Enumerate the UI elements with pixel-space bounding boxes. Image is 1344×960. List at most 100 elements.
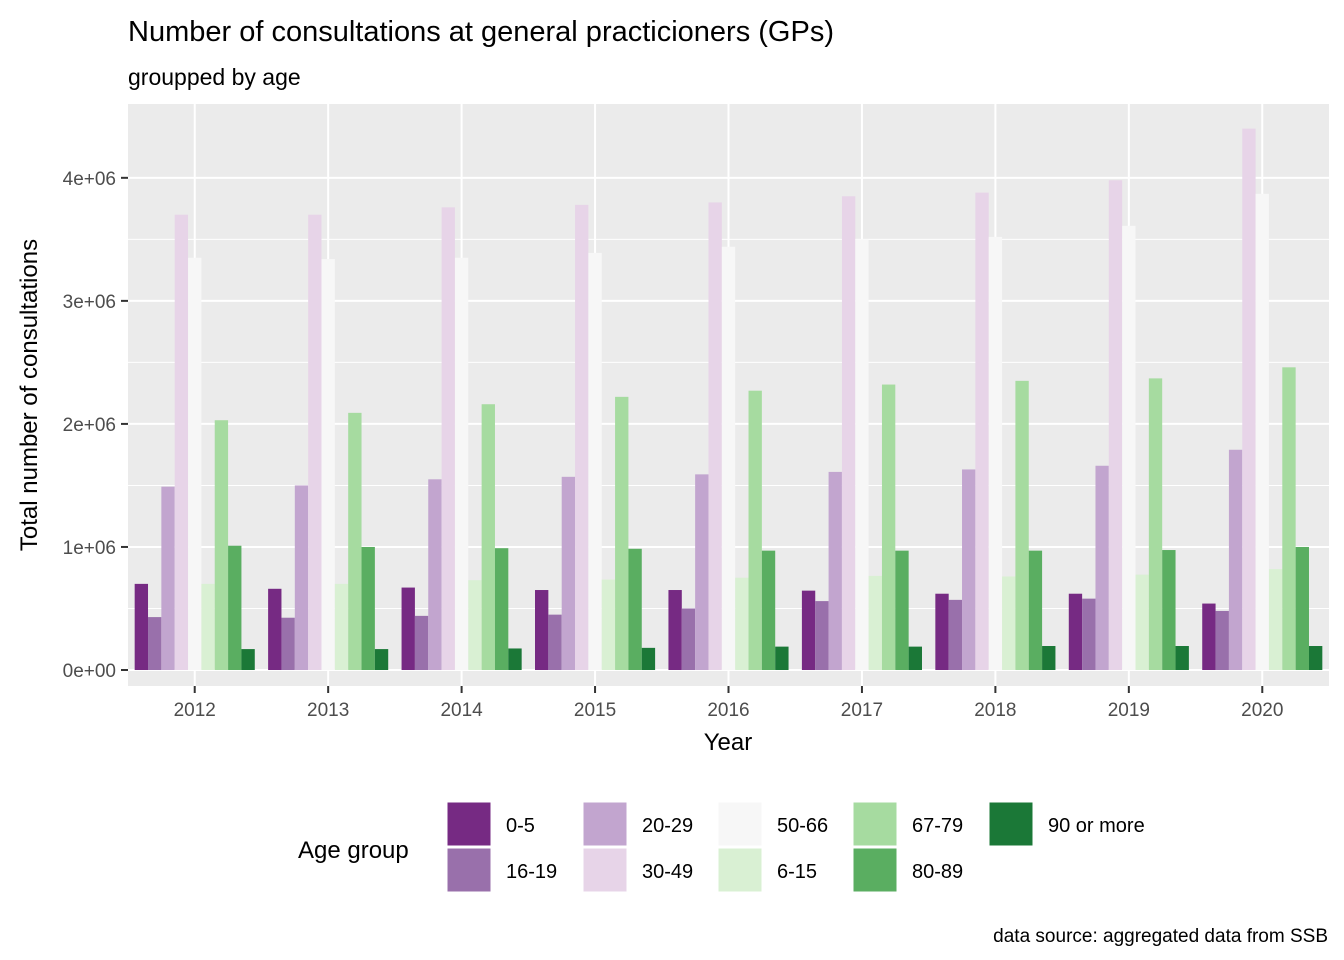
legend-label: 0-5 [506,815,535,837]
bar [1282,367,1296,671]
bar [1108,180,1123,671]
y-tick-label: 3e+06 [63,292,116,313]
bar [1015,380,1029,671]
bar [895,550,909,671]
bar [374,649,389,671]
bar [1295,546,1309,671]
caption: data source: aggregated data from SSB [993,926,1328,947]
bar [1148,378,1163,671]
bar [828,471,842,671]
x-tick-label: 2018 [974,700,1016,721]
bar [575,204,589,671]
bar [308,214,322,671]
bar [174,214,189,671]
bar [935,593,949,671]
x-tick-label: 2015 [574,700,616,721]
bar [1268,569,1283,671]
bar [735,577,749,671]
bar [1122,225,1136,671]
bar [134,583,149,671]
bar [348,412,362,671]
bar [855,239,869,671]
bar [148,617,162,671]
bar [815,601,829,671]
chart-title: Number of consultations at general pract… [128,16,834,48]
bar [481,404,495,671]
bar [201,583,215,671]
bar [615,396,629,671]
bar [321,259,335,671]
x-axis: 2012 2013 2014 2015 2016 2017 2018 2019 2020 [174,686,1283,721]
bar [334,583,349,671]
bar [721,246,736,671]
bars [134,128,1323,671]
x-tick-label: 2017 [841,700,883,721]
y-tick-label: 4e+06 [63,169,116,190]
bar [641,647,656,671]
bar [401,587,415,671]
bar [601,579,616,671]
bar [361,546,375,671]
chart-subtitle: groupped by age [128,64,301,90]
legend-label: 20-29 [642,815,693,837]
y-tick-label: 2e+06 [63,415,116,436]
bar [535,590,549,671]
legend-swatch [717,801,763,847]
x-tick-label: 2019 [1108,700,1150,721]
legend-label: 80-89 [912,861,963,883]
legend-label: 50-66 [777,815,828,837]
bar [428,479,442,671]
bar [708,202,722,671]
bar [1068,593,1083,671]
bar [241,649,255,671]
legend-swatch [852,801,898,847]
bar [1228,449,1243,671]
bar [441,207,455,671]
bar [975,192,989,671]
bar [1042,646,1056,671]
bar [1255,193,1269,671]
bar [454,257,469,671]
bar [881,384,896,671]
bar [1162,550,1176,671]
legend-swatch [446,801,492,847]
legend-swatch [852,847,898,893]
bar [948,599,963,671]
bar [161,486,175,671]
bar [548,614,562,671]
bar [1095,465,1109,671]
bar [1135,574,1149,671]
y-tick-label: 0e+00 [63,661,116,682]
bar [668,590,682,671]
legend-swatch [717,847,763,893]
bar [1175,646,1189,671]
bar [775,646,789,671]
bar [1002,576,1016,671]
x-tick-label: 2013 [307,700,349,721]
bar [962,469,976,671]
legend-title: Age group [298,837,409,864]
bar [294,485,309,671]
bar [801,590,816,671]
y-axis-label: Total number of consultations [16,239,43,551]
legend-label: 6-15 [777,861,817,883]
x-tick-label: 2014 [440,700,483,721]
legend-swatch [582,801,628,847]
legend-swatch [988,801,1034,847]
x-tick-label: 2012 [174,700,216,721]
bar [628,548,642,671]
bar [681,608,696,671]
bar [1308,646,1323,671]
legend-swatch [582,847,628,893]
y-axis: 0e+00 1e+06 2e+06 3e+06 4e+06 [63,169,128,682]
x-tick-label: 2016 [707,700,749,721]
bar [695,474,709,671]
bar [1028,550,1043,671]
bar [748,390,762,671]
bar [1215,610,1229,671]
bar [1082,598,1096,671]
bar [414,615,429,671]
bar [508,648,522,671]
legend-swatch [446,847,492,893]
